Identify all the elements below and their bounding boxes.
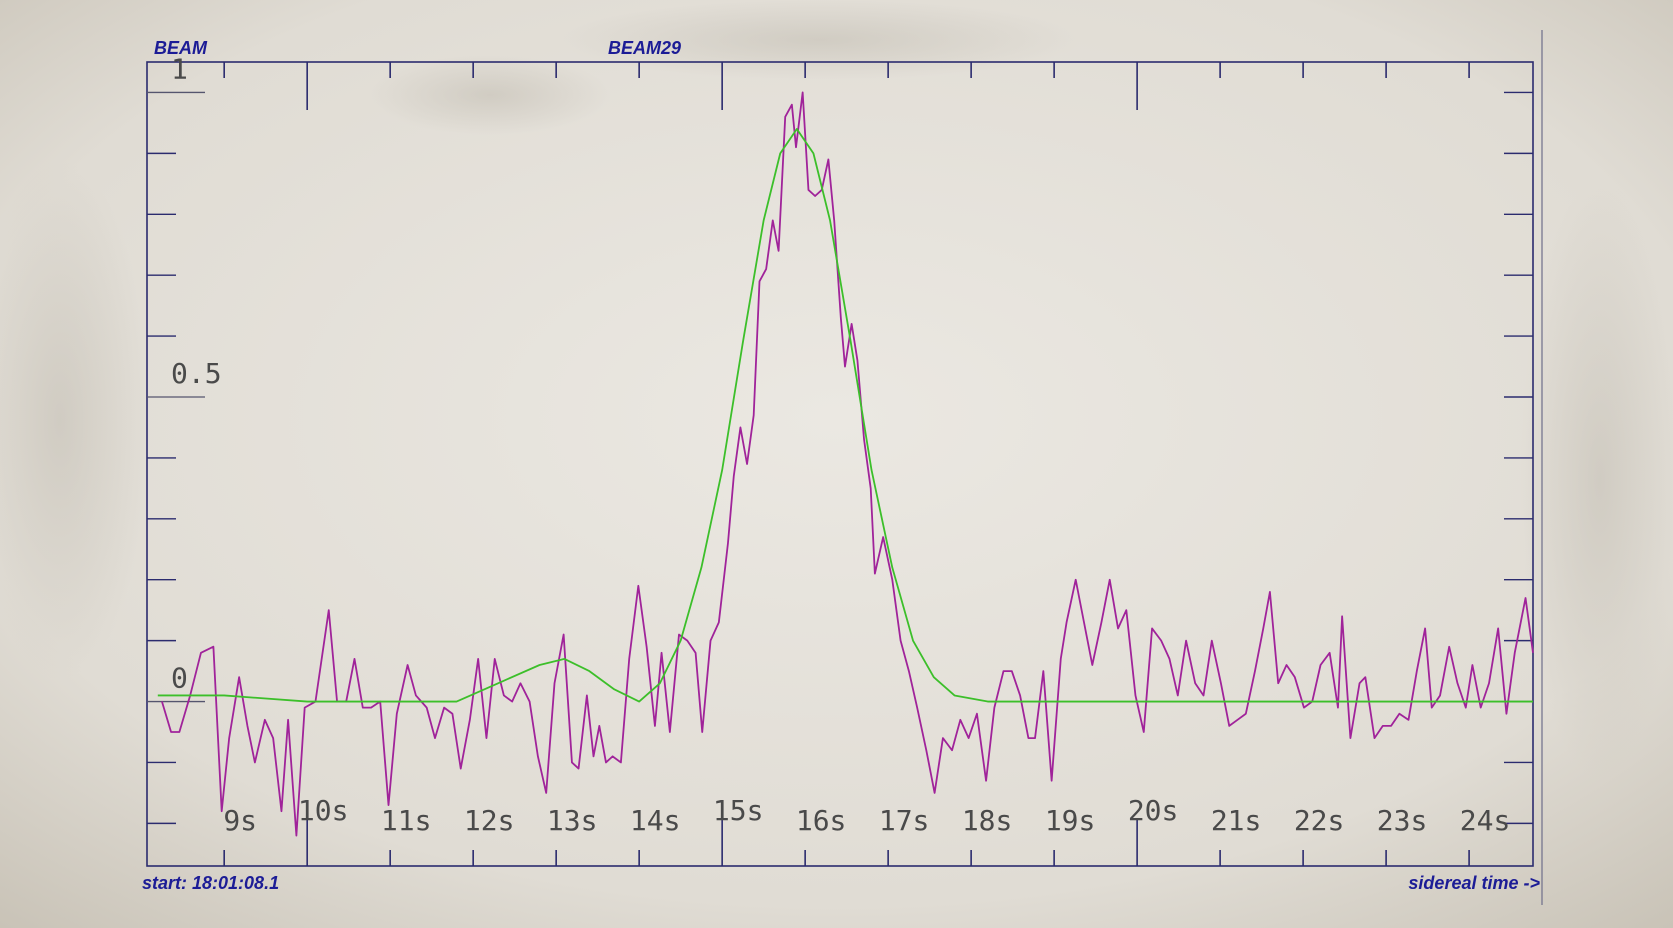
x-tick-label: 17s bbox=[879, 804, 930, 837]
x-tick-label: 23s bbox=[1377, 804, 1428, 837]
signal-line bbox=[157, 128, 1533, 703]
beam-number: BEAM29 bbox=[608, 38, 681, 58]
x-tick-label: 13s bbox=[547, 804, 598, 837]
x-tick-label: 11s bbox=[381, 804, 432, 837]
signal-line bbox=[161, 91, 1534, 837]
paper-stain bbox=[1520, 180, 1673, 780]
x-tick-label: 16s bbox=[796, 804, 847, 837]
x-tick-label: 21s bbox=[1211, 804, 1262, 837]
x-tick-label: 22s bbox=[1294, 804, 1345, 837]
beam-label: BEAM bbox=[154, 38, 208, 58]
x-tick-label: 20s bbox=[1128, 794, 1179, 827]
paper-stain bbox=[560, 0, 1080, 80]
paper-stain bbox=[370, 55, 610, 135]
x-tick-label: 18s bbox=[962, 804, 1013, 837]
start-time: start: 18:01:08.1 bbox=[142, 873, 279, 893]
x-tick-label: 9s bbox=[223, 804, 257, 837]
x-tick-label: 10s bbox=[298, 794, 349, 827]
x-axis-label: sidereal time -> bbox=[1408, 873, 1540, 893]
y-tick-label: 0 bbox=[171, 662, 188, 695]
x-tick-label: 14s bbox=[630, 804, 681, 837]
x-tick-label: 15s bbox=[713, 794, 764, 827]
y-tick-label: 1 bbox=[171, 52, 188, 85]
y-tick-label: 0.5 bbox=[171, 357, 222, 390]
x-tick-label: 19s bbox=[1045, 804, 1096, 837]
plot-frame bbox=[146, 61, 1534, 867]
x-tick-label: 24s bbox=[1460, 804, 1511, 837]
paper-stain bbox=[0, 160, 150, 680]
x-tick-label: 12s bbox=[464, 804, 515, 837]
